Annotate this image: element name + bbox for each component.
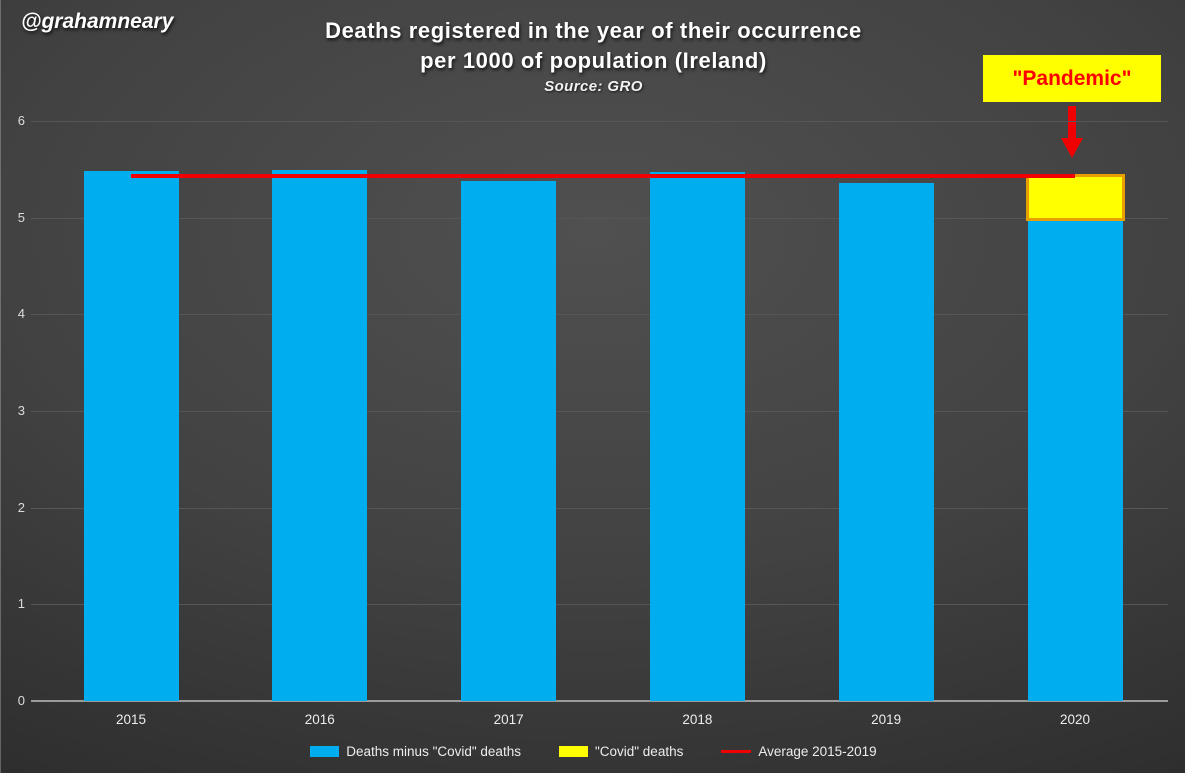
y-axis-tick-5: 5 bbox=[17, 209, 25, 225]
bar-2016 bbox=[272, 170, 368, 701]
gridline-y4 bbox=[31, 314, 1168, 316]
bar-2017 bbox=[461, 180, 557, 701]
legend-item-0: Deaths minus "Covid" deaths bbox=[310, 744, 521, 759]
x-axis-label-2018: 2018 bbox=[682, 712, 713, 727]
x-axis-line bbox=[31, 700, 1168, 702]
x-axis-label-2016: 2016 bbox=[304, 712, 335, 727]
x-axis-label-2019: 2019 bbox=[871, 712, 902, 727]
author-watermark: @grahamneary bbox=[21, 10, 174, 33]
average-line bbox=[131, 174, 1075, 179]
bar-2020-covid-segment bbox=[1025, 174, 1125, 221]
gridline-y1 bbox=[31, 604, 1168, 606]
gridline-y3 bbox=[31, 411, 1168, 412]
y-axis-tick-6: 6 bbox=[17, 113, 25, 128]
legend-item-2: Average 2015-2019 bbox=[721, 743, 877, 759]
blue-series-swatch bbox=[310, 745, 340, 757]
x-axis-label-2017: 2017 bbox=[493, 712, 524, 727]
y-axis-tick-1: 1 bbox=[17, 596, 25, 612]
legend-label-1: "Covid" deaths bbox=[594, 743, 684, 759]
y-axis-tick-0: 0 bbox=[17, 693, 25, 708]
bar-2018 bbox=[649, 172, 745, 701]
pandemic-annotation: "Pandemic" bbox=[983, 55, 1161, 102]
x-axis-label-2015: 2015 bbox=[115, 712, 147, 727]
legend-label-2: Average 2015-2019 bbox=[758, 743, 877, 759]
chart-source: Source: GRO bbox=[544, 78, 643, 95]
yellow-series-swatch bbox=[558, 745, 588, 757]
chart-title-line2: per 1000 of population (Ireland) bbox=[420, 48, 767, 73]
chart-title-line1: Deaths registered in the year of their o… bbox=[325, 18, 862, 43]
average-line-swatch bbox=[721, 749, 752, 753]
chart-title-block: Deaths registered in the year of their o… bbox=[1, 16, 1186, 98]
bar-2015 bbox=[83, 171, 179, 701]
y-axis-tick-2: 2 bbox=[17, 499, 25, 515]
legend-item-1: "Covid" deaths bbox=[558, 743, 684, 759]
y-axis-tick-3: 3 bbox=[17, 403, 25, 418]
x-axis-label-2020: 2020 bbox=[1059, 712, 1091, 727]
gridline-y5 bbox=[31, 217, 1168, 219]
bar-2020 bbox=[1027, 220, 1123, 701]
down-arrow-head-icon bbox=[1061, 138, 1083, 158]
gridline-y6 bbox=[31, 121, 1168, 122]
y-axis-tick-4: 4 bbox=[17, 306, 25, 322]
gridline-y2 bbox=[31, 507, 1168, 509]
down-arrow-icon bbox=[1068, 106, 1076, 139]
legend: Deaths minus "Covid" deaths "Covid" death… bbox=[1, 741, 1186, 761]
legend-label-0: Deaths minus "Covid" deaths bbox=[346, 743, 521, 759]
bar-2019 bbox=[838, 182, 934, 701]
